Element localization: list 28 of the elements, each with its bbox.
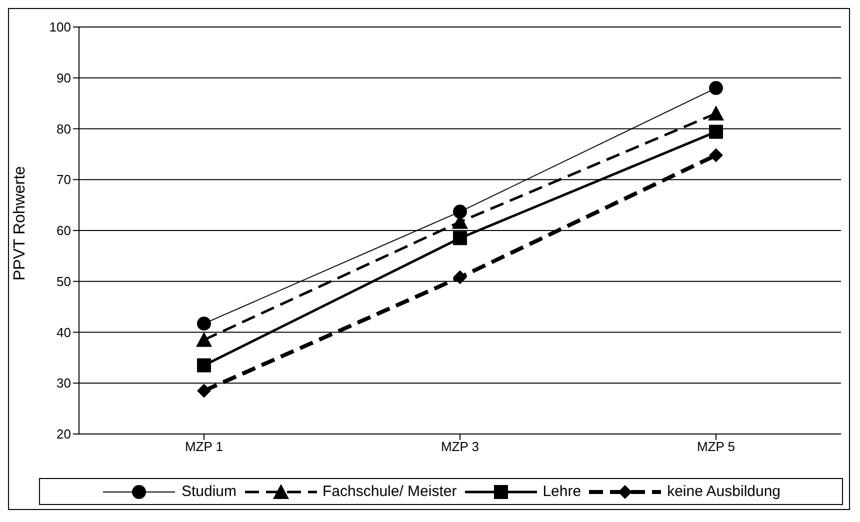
point xyxy=(453,204,467,219)
x-tick-label: MZP 3 xyxy=(440,439,480,454)
point xyxy=(453,270,467,284)
legend-label: Lehre xyxy=(542,483,582,500)
y-tick-label: 20 xyxy=(56,426,71,442)
point xyxy=(197,316,211,331)
point xyxy=(453,231,467,246)
y-tick-label: 70 xyxy=(56,172,71,188)
x-tick-label: MZP 1 xyxy=(184,439,224,454)
legend-label: Studium xyxy=(181,483,236,500)
y-tick-label: 90 xyxy=(56,70,71,86)
legend-label: keine Ausbildung xyxy=(667,483,781,500)
y-tick-label: 50 xyxy=(56,274,71,289)
point xyxy=(709,81,723,96)
y-tick-label: 40 xyxy=(56,324,71,340)
point xyxy=(708,105,724,120)
y-tick-label: 80 xyxy=(56,121,71,136)
point xyxy=(197,384,211,398)
y-axis-title: PPVT Rohwerte xyxy=(12,166,29,280)
point xyxy=(709,124,723,139)
point xyxy=(197,358,211,372)
y-tick-label: 30 xyxy=(56,376,71,391)
legend-label: Fachschule/ Meister xyxy=(322,483,457,500)
y-tick-label: 60 xyxy=(56,223,71,238)
point xyxy=(709,148,723,162)
y-tick-label: 100 xyxy=(49,20,71,35)
point xyxy=(196,332,212,347)
x-tick-label: MZP 5 xyxy=(696,439,736,454)
